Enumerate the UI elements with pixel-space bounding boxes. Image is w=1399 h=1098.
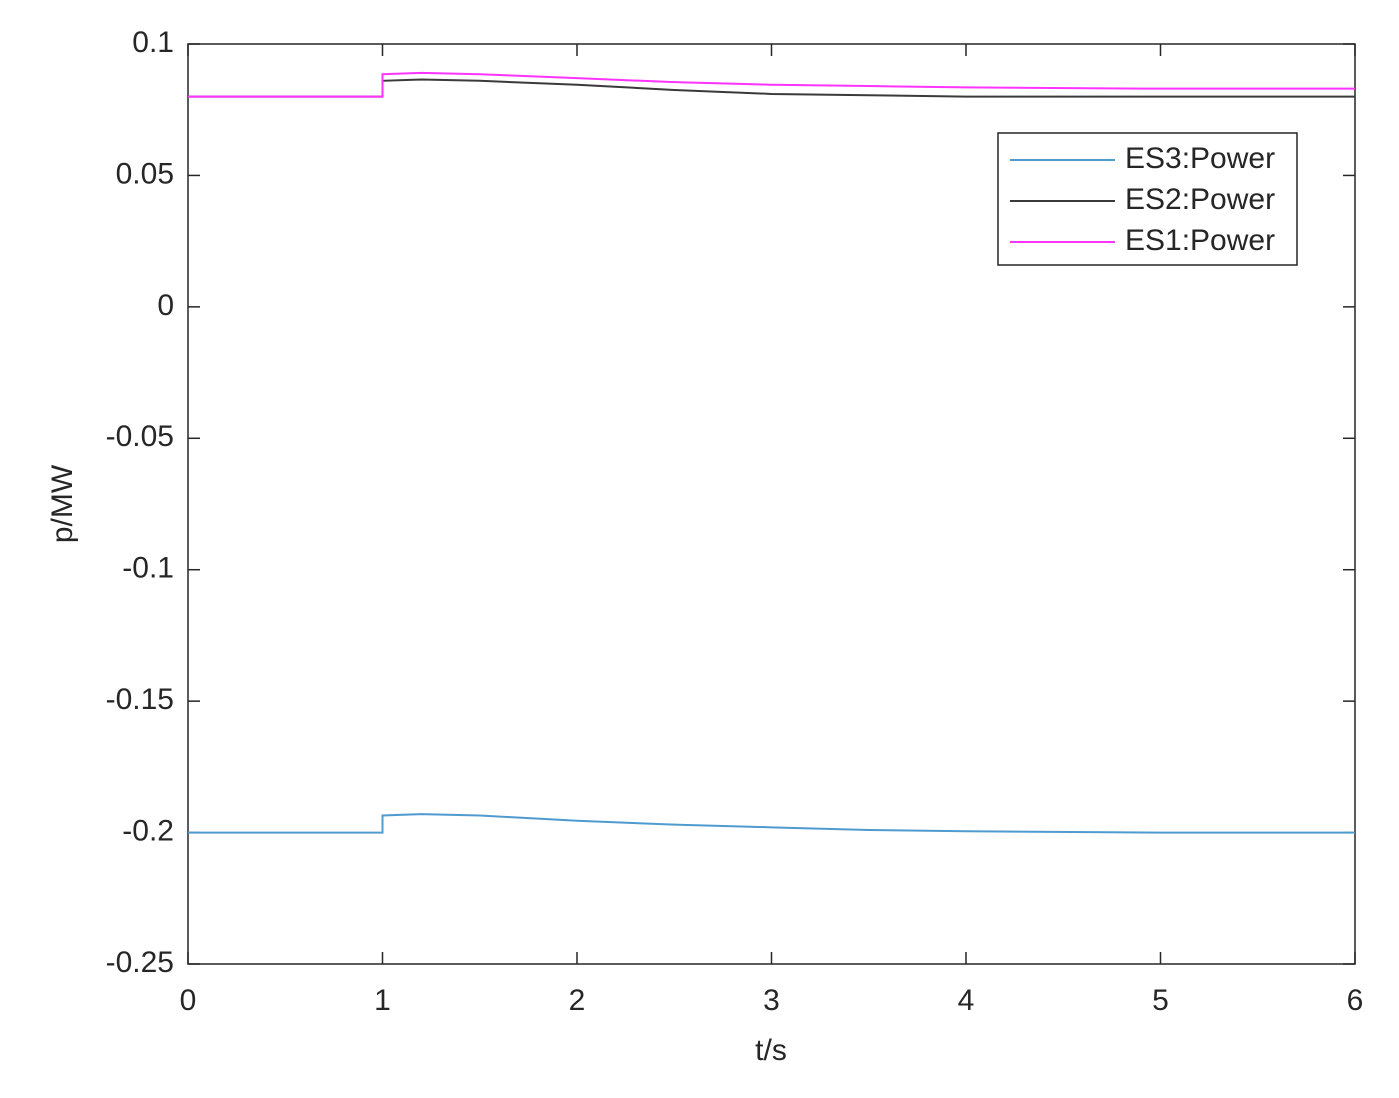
x-tick-label: 1 [374,984,391,1017]
x-tick-label: 2 [569,984,586,1017]
x-tick-label: 4 [958,984,975,1017]
legend-label: ES1:Power [1125,224,1275,257]
y-tick-label: 0 [157,289,174,322]
x-axis-label: t/s [755,1034,787,1067]
y-tick-label: -0.25 [106,946,174,979]
y-tick-label: -0.15 [106,683,174,716]
y-tick-label: 0.05 [116,157,174,190]
y-tick-label: 0.1 [132,26,174,59]
y-tick-label: -0.2 [122,814,174,847]
x-tick-label: 5 [1152,984,1169,1017]
y-tick-label: -0.05 [106,420,174,453]
legend-label: ES3:Power [1125,142,1275,175]
x-tick-label: 6 [1347,984,1364,1017]
series-line [188,813,1355,834]
series-line [188,71,1355,98]
y-axis-label: p/MW [46,464,79,543]
legend-label: ES2:Power [1125,183,1275,216]
x-tick-label: 3 [763,984,780,1017]
x-tick-label: 0 [180,984,197,1017]
y-tick-label: -0.1 [122,552,174,585]
